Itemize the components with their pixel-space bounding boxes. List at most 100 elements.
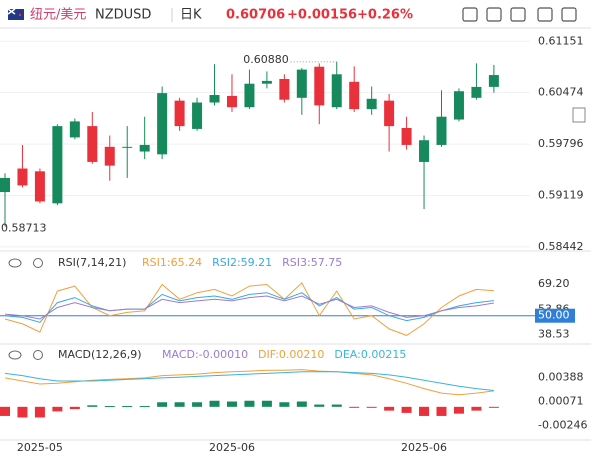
legend-entry: DEA:0.00215 xyxy=(334,348,406,361)
y-tick-label: 0.59796 xyxy=(538,137,584,150)
legend-entry: RSI3:57.75 xyxy=(282,256,342,269)
gear-icon[interactable] xyxy=(33,350,43,360)
x-tick-label: 2025-05 xyxy=(17,441,63,454)
settings-button[interactable] xyxy=(561,7,577,22)
indicator-line xyxy=(4,292,494,323)
period[interactable]: 日K xyxy=(180,8,202,23)
macd-bar xyxy=(174,402,185,407)
macd-bar xyxy=(401,406,412,413)
macd-bar xyxy=(0,406,10,416)
side-tool[interactable] xyxy=(572,107,586,123)
candle-body xyxy=(366,98,377,110)
macd-bar xyxy=(436,406,447,416)
macd-bar xyxy=(471,406,482,411)
flag-icon xyxy=(8,9,24,20)
macd-bar xyxy=(122,406,133,408)
candle-body xyxy=(384,100,395,127)
y-tick-label: 0.00388 xyxy=(538,370,584,383)
legend-entry: DIF:0.00210 xyxy=(258,348,324,361)
candle-body xyxy=(87,126,98,162)
candle-body xyxy=(139,144,150,152)
candle-body xyxy=(17,168,28,186)
candle-body xyxy=(279,79,290,100)
macd-bar xyxy=(69,406,80,410)
candle-body xyxy=(122,146,133,148)
indicator-title: MACD(12,26,9) xyxy=(58,348,142,361)
candle-body xyxy=(0,177,10,193)
macd-legend: MACD:-0.00010 xyxy=(162,348,248,361)
indicator-title: RSI(7,14,21) xyxy=(58,256,126,269)
y-tick-label: 0.58442 xyxy=(538,240,584,253)
header-bar: 纽元/美元 NZDUSD 日K 0.60706 +0.00156 +0.26% xyxy=(0,7,591,29)
change-pct: +0.26% xyxy=(357,8,413,23)
macd-bar xyxy=(331,404,342,407)
candle-body xyxy=(436,116,447,145)
candle-body xyxy=(349,81,360,110)
flag-cross xyxy=(7,8,16,15)
macd-bar xyxy=(349,406,360,408)
candle-body xyxy=(419,140,430,162)
tick-highlight xyxy=(535,308,575,323)
candle-body xyxy=(244,83,255,108)
macd-bar xyxy=(314,404,325,407)
candle-body xyxy=(488,75,499,87)
macd-bar xyxy=(209,400,220,407)
y-tick-label: 0.61151 xyxy=(538,34,584,47)
macd-bar xyxy=(279,402,290,407)
candle-body xyxy=(69,121,80,138)
candle-body xyxy=(314,66,325,106)
macd-bar xyxy=(34,406,45,418)
min-label: 0.58713 xyxy=(1,221,47,234)
indicator-line xyxy=(4,295,494,320)
x-tick-label: 2025-06 xyxy=(401,441,447,454)
change: +0.00156 xyxy=(287,8,357,23)
eye-icon[interactable] xyxy=(8,350,22,360)
macd-bar xyxy=(419,406,430,416)
indicator-button[interactable] xyxy=(462,7,478,22)
y-tick-label: 0.00071 xyxy=(538,394,584,407)
max-label: 0.60880 xyxy=(243,53,289,66)
macd-bar xyxy=(87,405,98,407)
candle-body xyxy=(174,100,185,127)
y-tick-label: 69.20 xyxy=(538,277,570,290)
y-tick-label: -0.00246 xyxy=(538,419,587,432)
fullscreen-button[interactable] xyxy=(537,7,553,22)
y-tick-label: 38.53 xyxy=(538,328,570,341)
candle-body xyxy=(34,171,45,202)
draw-button[interactable] xyxy=(486,7,502,22)
y-tick-label: 50.00 xyxy=(538,309,570,322)
indicator-line xyxy=(4,282,494,336)
macd-bar xyxy=(52,406,63,412)
candle-body xyxy=(401,128,412,145)
macd-bar xyxy=(192,402,203,407)
macd-bar xyxy=(244,400,255,407)
y-tick-label: 0.60474 xyxy=(538,86,584,99)
candle-body xyxy=(226,95,237,108)
x-tick-label: 2025-06 xyxy=(209,441,255,454)
pair-name[interactable]: 纽元/美元 xyxy=(30,8,86,23)
candle-body xyxy=(296,69,307,98)
macd-bar xyxy=(366,406,377,408)
macd-bar xyxy=(261,400,272,407)
rsi-header: RSI(7,14,21) xyxy=(8,256,126,269)
candle-body xyxy=(471,86,482,98)
style-button[interactable] xyxy=(510,7,526,22)
macd-bar xyxy=(226,401,237,407)
y-tick-label: 0.59119 xyxy=(538,188,584,201)
candle-body xyxy=(209,95,220,103)
macd-header: MACD(12,26,9) MACD:-0.00010 xyxy=(8,348,248,361)
gear-icon[interactable] xyxy=(33,258,43,268)
candle-body xyxy=(192,102,203,129)
macd-bar xyxy=(453,406,464,414)
eye-icon[interactable] xyxy=(8,258,22,268)
macd-bar xyxy=(17,406,28,418)
macd-bar xyxy=(104,406,115,408)
candle-body xyxy=(331,74,342,108)
macd-bar xyxy=(384,406,395,411)
macd-bar xyxy=(157,402,168,407)
macd-bar xyxy=(296,401,307,407)
indicator-line xyxy=(4,371,494,391)
candle-body xyxy=(104,146,115,166)
